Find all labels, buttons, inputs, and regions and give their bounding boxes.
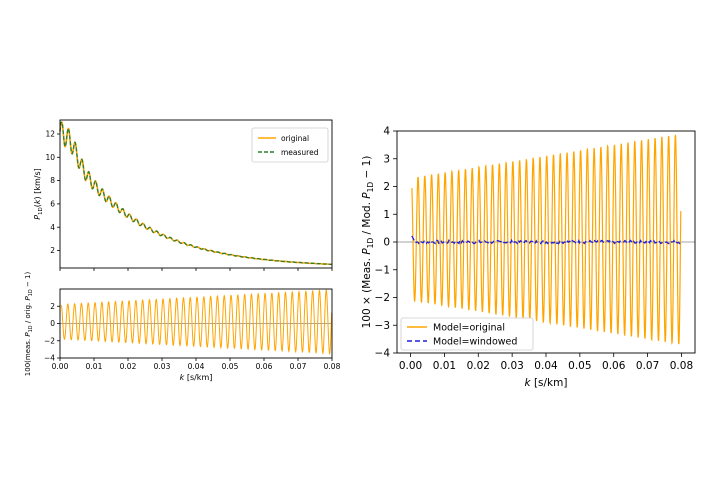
right-xtick-label: 0.08 [670, 360, 693, 372]
top-left-ylabel: P1D(k) [km/s] [33, 168, 44, 220]
top-legend-box [251, 127, 329, 163]
bottom-ytick-label: 2 [50, 302, 55, 311]
right-xtick-label: 0.05 [568, 360, 591, 372]
bottom-xtick-label: 0.02 [120, 362, 137, 371]
right-series-group [411, 134, 682, 345]
bottom-xtick-label: 0.00 [52, 362, 69, 371]
bottom-left-ylabel: 100(meas. P1D / orig. P1D − 1) [24, 272, 34, 377]
right-y-ticks: −4 −3 −2 −1 0 1 2 3 4 [375, 126, 397, 360]
right-x-ticks: 0.00 0.01 0.02 0.03 0.04 0.05 0.06 0.07 0.08 [399, 353, 693, 372]
right-xlabel: k [s/km] [525, 377, 568, 389]
bottom-ytick-label: 0 [50, 319, 55, 328]
bottom-y-ticks: −4 −2 0 2 [44, 302, 60, 363]
bottom-xtick-label: 0.03 [154, 362, 171, 371]
right-ytick-label: 1 [383, 209, 390, 221]
bottom-xtick-label: 0.01 [86, 362, 103, 371]
bottom-left-panel: −4−202 0.00 0.01 0.02 0.03 0.04 0.05 0.06 0.07 0… [24, 272, 341, 382]
right-xtick-label: 0.04 [534, 360, 558, 372]
top-series-group [59, 121, 332, 266]
bottom-left-xlabel: k [s/km] [180, 373, 213, 382]
right-ytick-label: 3 [383, 153, 390, 165]
right-series-model-original-line [411, 134, 682, 345]
top-series-measured-line [59, 121, 332, 265]
right-xtick-label: 0.03 [500, 360, 523, 372]
legend-label-model-original: Model=original [433, 323, 505, 334]
right-ytick-label: −4 [375, 348, 391, 360]
right-xtick-label: 0.07 [636, 360, 659, 372]
right-ytick-label: −3 [375, 320, 390, 332]
bottom-xtick-label: 0.08 [324, 362, 341, 371]
bottom-series-line [60, 288, 333, 356]
right-ytick-label: −1 [375, 264, 390, 276]
top-ytick-label: 6 [50, 200, 55, 209]
legend-label-original: original [281, 134, 309, 143]
top-x-ticks [59, 268, 333, 271]
right-xtick-label: 0.01 [433, 360, 456, 372]
bottom-xtick-label: 0.06 [256, 362, 273, 371]
bottom-xtick-label: 0.05 [222, 362, 239, 371]
legend-label-measured: measured [281, 148, 319, 157]
top-ytick-label: 8 [50, 176, 55, 185]
right-ytick-label: 4 [383, 126, 390, 138]
right-ytick-label: −2 [375, 292, 390, 304]
right-xtick-label: 0.00 [399, 360, 422, 372]
right-series-model-windowed-line [411, 235, 681, 245]
top-ytick-label: 12 [45, 130, 55, 139]
legend-label-model-windowed: Model=windowed [433, 337, 517, 348]
top-left-panel: 2 4 6 8 10 12 P1D(k) [km/s] original measured [33, 119, 333, 271]
right-ylabel: 100 × (Meas. P1D / Mod. P1D − 1) [361, 156, 375, 329]
right-legend-box [400, 317, 534, 351]
top-left-legend: original measured [251, 127, 329, 163]
top-ytick-label: 2 [50, 246, 55, 255]
top-ytick-label: 4 [50, 223, 55, 232]
right-ytick-label: 2 [383, 181, 390, 193]
top-ytick-label: 10 [45, 153, 55, 162]
bottom-ytick-label: −4 [44, 354, 55, 363]
bottom-series-group [60, 288, 333, 356]
bottom-xtick-label: 0.07 [290, 362, 307, 371]
right-legend: Model=original Model=windowed [400, 317, 534, 351]
top-y-ticks: 2 4 6 8 10 12 [45, 130, 60, 255]
right-ytick-label: 0 [383, 237, 390, 249]
bottom-x-ticks: 0.00 0.01 0.02 0.03 0.04 0.05 0.06 0.07 0.08 [52, 358, 341, 371]
right-xtick-label: 0.02 [467, 360, 490, 372]
bottom-ytick-label: −2 [44, 336, 55, 345]
right-xtick-label: 0.06 [602, 360, 626, 372]
bottom-xtick-label: 0.04 [188, 362, 205, 371]
